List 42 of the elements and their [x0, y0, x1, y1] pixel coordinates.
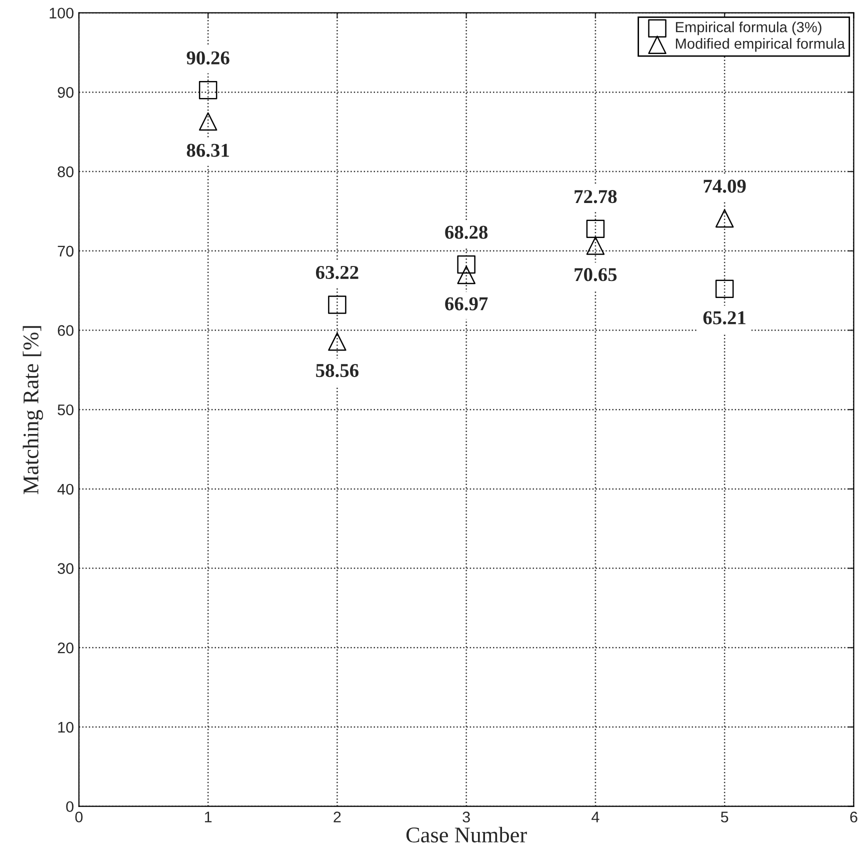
y-tick-label: 40	[57, 484, 74, 495]
point	[715, 209, 734, 228]
x-tick-label: 4	[592, 812, 600, 822]
data-label: 72.78	[574, 190, 617, 204]
point	[198, 112, 218, 131]
data-label: 70.65	[574, 268, 617, 282]
point	[328, 296, 346, 314]
point	[457, 266, 476, 284]
point	[715, 280, 734, 298]
y-tick-label: 0	[66, 801, 74, 812]
x-axis-title: Case Number	[406, 826, 527, 842]
y-tick-label: 20	[58, 642, 74, 654]
y-tick-label: 50	[58, 404, 74, 416]
y-tick-label: 30	[58, 563, 74, 574]
data-label: 65.21	[703, 311, 746, 324]
data-label: 66.97	[445, 297, 488, 310]
x-tick-label: 0	[75, 812, 83, 822]
y-tick-label: 70	[58, 246, 74, 257]
y-axis-title: Matching Rate [%]	[22, 326, 44, 494]
point	[586, 236, 605, 255]
point	[328, 332, 346, 351]
point	[198, 81, 218, 100]
data-label: 90.26	[186, 51, 230, 65]
data-label: 63.22	[316, 266, 358, 280]
y-tick-label: 90	[58, 87, 74, 98]
x-tick-label: 5	[720, 812, 728, 822]
data-label: 86.31	[186, 144, 229, 157]
x-tick-label: 1	[204, 812, 212, 822]
data-label: 58.56	[316, 364, 358, 378]
data-label: 68.28	[445, 226, 488, 239]
point	[586, 220, 605, 238]
y-tick-label: 10	[58, 722, 74, 733]
x-tick-label: 3	[462, 812, 470, 822]
legend-label: Empirical formula (3%)	[676, 22, 822, 36]
point	[457, 255, 476, 274]
x-tick-label: 6	[850, 812, 858, 822]
legend-label: Modified empirical formula	[676, 38, 845, 52]
y-tick-label: 80	[58, 166, 74, 178]
data-label: 74.09	[704, 180, 746, 193]
y-tick-label: 60	[58, 325, 74, 336]
x-tick-label: 2	[334, 812, 341, 822]
y-tick-label: 100	[50, 8, 74, 19]
